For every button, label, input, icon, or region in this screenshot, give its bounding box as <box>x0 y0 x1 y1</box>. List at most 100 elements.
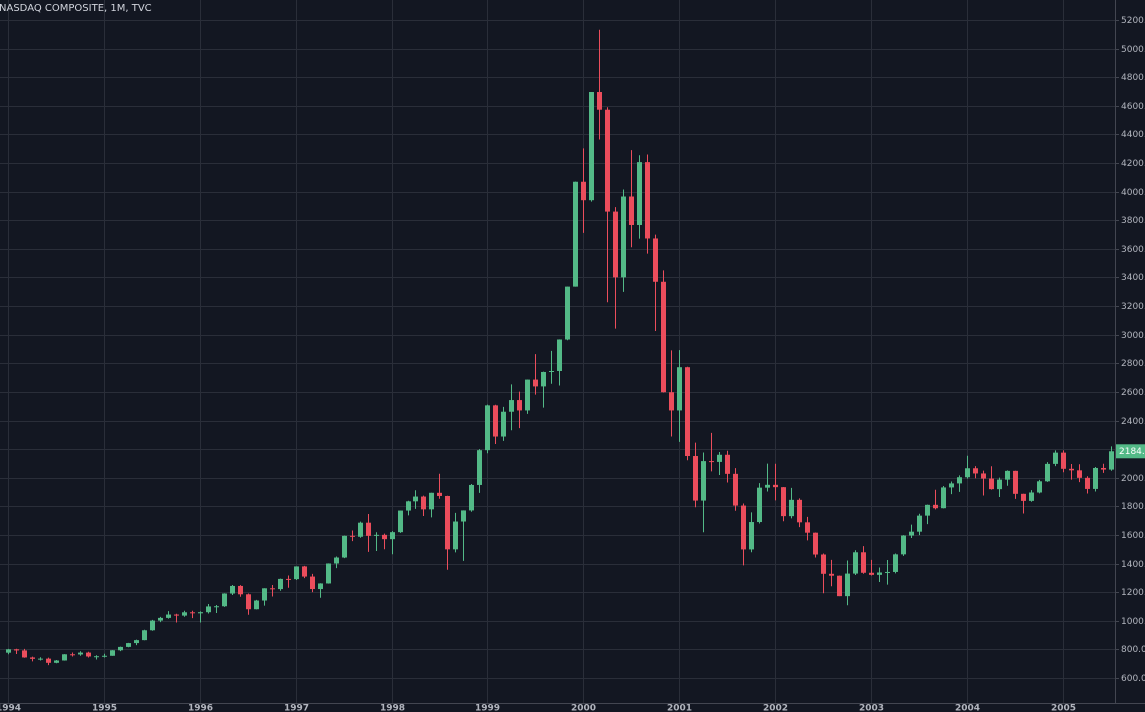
candle-body <box>302 566 307 577</box>
candle-body <box>869 572 874 575</box>
x-tick-label: 2005 <box>1051 704 1076 712</box>
candle-body <box>549 370 554 372</box>
candle-body <box>134 640 139 644</box>
candle-body <box>174 614 179 616</box>
candle-body <box>326 563 331 584</box>
candle-body <box>86 652 91 657</box>
candle-body <box>653 238 658 282</box>
y-tick-label: 3000.0 <box>1121 331 1145 341</box>
candle-body <box>350 535 355 537</box>
candle-body <box>845 573 850 597</box>
candle-body <box>278 578 283 590</box>
candle-body <box>1021 493 1026 501</box>
candle-body <box>741 505 746 550</box>
candle-body <box>334 557 339 564</box>
candle-body <box>413 496 418 502</box>
x-tick-label: 1999 <box>475 704 500 712</box>
candle-body <box>1045 463 1050 482</box>
candle-body <box>533 379 538 387</box>
candle-body <box>597 92 602 110</box>
y-tick-label: 3200.0 <box>1121 302 1145 312</box>
candle-body <box>581 181 586 201</box>
x-tick-label: 2001 <box>667 704 692 712</box>
candle-body <box>453 521 458 550</box>
y-tick-label: 4400.0 <box>1121 130 1145 140</box>
candle-body <box>406 501 411 511</box>
candle-body <box>485 405 490 451</box>
x-tick-label: 2000 <box>571 704 596 712</box>
candle-body <box>206 606 211 613</box>
x-tick-label: 2004 <box>955 704 980 712</box>
x-tick-label: 1998 <box>380 704 405 712</box>
candle-body <box>973 468 978 474</box>
candle-body <box>693 456 698 501</box>
candle-body <box>621 196 626 278</box>
candle-body <box>477 450 482 485</box>
candle-body <box>46 658 51 663</box>
candle-body <box>989 478 994 490</box>
y-tick-label: 1600.0 <box>1121 531 1145 541</box>
candle-body <box>789 499 794 517</box>
candle-body <box>997 479 1002 490</box>
y-tick-label: 600.0 <box>1121 674 1145 684</box>
candle-body <box>1077 470 1082 478</box>
y-tick-label: 3600.0 <box>1121 245 1145 255</box>
candle-body <box>941 487 946 509</box>
candle-body <box>1037 481 1042 493</box>
candle-body <box>813 532 818 555</box>
candle-body <box>557 339 562 371</box>
candle-body <box>837 575 842 597</box>
candle-body <box>166 614 171 618</box>
candle-body <box>709 461 714 463</box>
candle-body <box>398 510 403 533</box>
candle-body <box>645 162 650 239</box>
y-tick-label: 2600.0 <box>1121 388 1145 398</box>
candle-body <box>677 367 682 411</box>
candle-body <box>541 371 546 387</box>
candle-body <box>1005 470 1010 480</box>
y-tick-label: 4000.0 <box>1121 188 1145 198</box>
candle-body <box>246 594 251 610</box>
candle-body <box>461 510 466 522</box>
candle-body <box>318 583 323 590</box>
candle-body <box>142 630 147 641</box>
candle-body <box>877 572 882 575</box>
candle-body <box>885 571 890 573</box>
candle-body <box>1061 452 1066 469</box>
candle-body <box>661 281 666 393</box>
candle-body <box>1069 468 1074 471</box>
candle-body <box>493 405 498 437</box>
last-price-box <box>1116 444 1145 459</box>
candle-body <box>605 109 610 212</box>
candle-body <box>262 588 267 601</box>
candle-body <box>62 654 67 661</box>
candle-body <box>669 392 674 411</box>
candle-body <box>374 534 379 536</box>
candle-body <box>797 499 802 523</box>
candle-body <box>573 181 578 287</box>
candle-body <box>701 461 706 501</box>
candle-body <box>829 573 834 576</box>
candle-body <box>342 535 347 558</box>
candle-body <box>390 532 395 540</box>
candle-body <box>749 522 754 550</box>
candle-body <box>70 654 75 656</box>
candle-body <box>925 504 930 516</box>
candle-body <box>222 593 227 607</box>
candle-body <box>150 620 155 631</box>
candle-body <box>38 658 43 660</box>
candle-body <box>773 484 778 488</box>
candle-body <box>230 585 235 594</box>
candle-body <box>238 585 243 595</box>
candle-body <box>126 643 131 647</box>
candle-body <box>765 484 770 488</box>
candle-body <box>501 411 506 437</box>
candle-body <box>957 477 962 484</box>
y-tick-label: 4200.0 <box>1121 159 1145 169</box>
candle-body <box>981 473 986 479</box>
candles <box>6 29 1114 666</box>
x-tick-label: 1996 <box>188 704 213 712</box>
candle-body <box>565 286 570 340</box>
